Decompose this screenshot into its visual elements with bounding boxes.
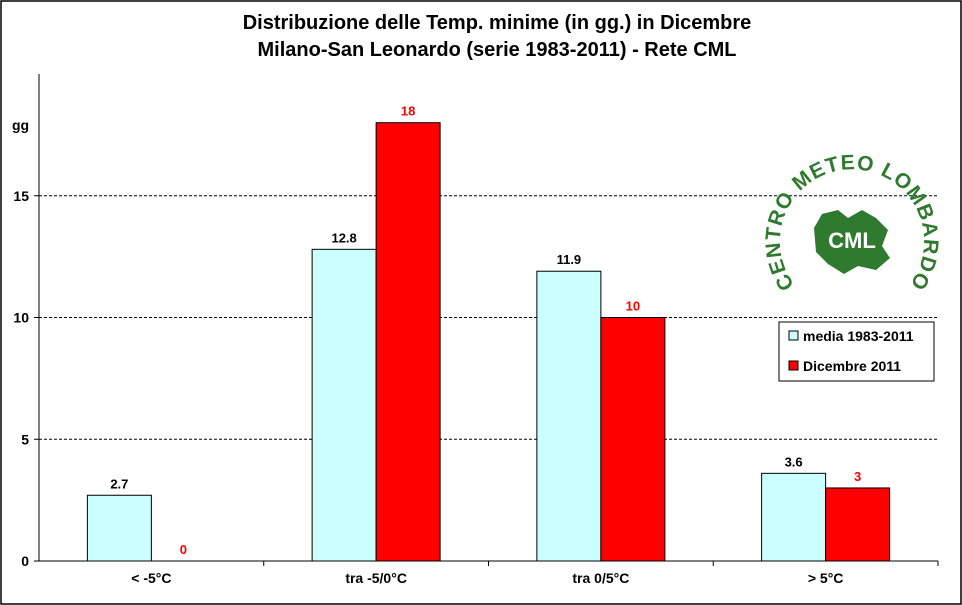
data-label: 10 — [626, 299, 640, 314]
legend-swatch-media — [788, 330, 799, 341]
y-tick-label: 0 — [21, 553, 29, 569]
axes: 0 5 10 15 < -5°C tra -5/0°C tra 0/5°C > 5°C — [13, 74, 939, 586]
bar-media — [86, 494, 152, 562]
legend-label-media: media 1983-2011 — [803, 328, 914, 344]
bar-media — [761, 472, 827, 562]
bar-dicembre — [825, 487, 891, 562]
data-label: 0 — [180, 542, 187, 557]
data-label: 2.7 — [110, 476, 128, 491]
data-label: 18 — [401, 104, 415, 119]
x-category-label: tra -5/0°C — [345, 570, 407, 586]
y-tick-label: 10 — [13, 310, 29, 326]
bar-media — [536, 270, 602, 562]
chart-title: Distribuzione delle Temp. minime (in gg.… — [243, 12, 752, 34]
legend-swatch-dicembre — [788, 360, 799, 371]
legend-box — [778, 321, 935, 382]
y-axis-label: gg — [12, 117, 29, 133]
x-category-label: tra 0/5°C — [572, 570, 629, 586]
y-tick-label: 15 — [13, 188, 29, 204]
data-label: 3.6 — [785, 454, 803, 469]
logo-core-text: CML — [828, 228, 876, 253]
x-category-label: < -5°C — [131, 570, 171, 586]
data-label: 11.9 — [557, 252, 582, 267]
legend: media 1983-2011 Dicembre 2011 — [778, 321, 935, 382]
data-label: 3 — [854, 469, 861, 484]
bars — [86, 122, 891, 562]
lombardy-shape — [814, 210, 890, 274]
data-labels: 2.7 0 12.8 18 11.9 10 3.6 3 — [110, 104, 861, 557]
x-category-label: > 5°C — [808, 570, 844, 586]
bar-media — [311, 248, 377, 562]
chart-subtitle: Milano-San Leonardo (serie 1983-2011) - … — [257, 39, 736, 61]
y-tick-label: 5 — [21, 431, 29, 447]
bar-dicembre — [600, 317, 666, 562]
data-label: 12.8 — [331, 230, 356, 245]
bar-dicembre — [375, 122, 441, 562]
legend-label-dicembre: Dicembre 2011 — [803, 358, 901, 374]
